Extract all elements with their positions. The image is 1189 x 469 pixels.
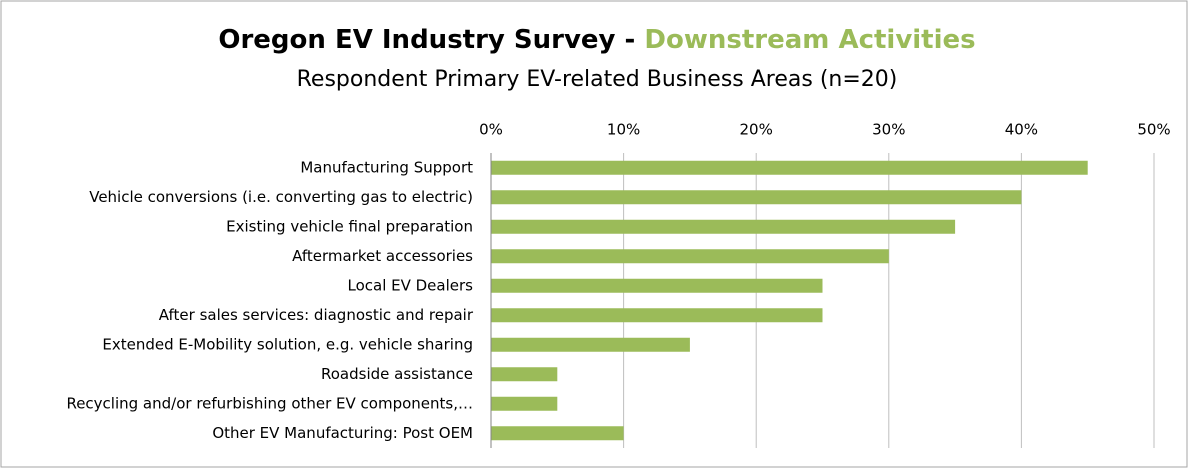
- y-tick-label: Existing vehicle final preparation: [226, 217, 473, 235]
- bar: [491, 396, 558, 411]
- bar: [491, 190, 1022, 205]
- bar: [491, 160, 1088, 175]
- y-tick-label: Manufacturing Support: [300, 158, 473, 176]
- bar: [491, 278, 823, 293]
- title-main: Oregon EV Industry Survey -: [218, 25, 635, 55]
- y-tick-label: Local EV Dealers: [347, 276, 473, 294]
- y-tick-label: Aftermarket accessories: [292, 247, 473, 265]
- bar: [491, 249, 889, 264]
- x-tick-label: 10%: [607, 121, 640, 139]
- y-tick-label: Recycling and/or refurbishing other EV c…: [66, 394, 473, 412]
- y-tick-label: Extended E-Mobility solution, e.g. vehic…: [102, 335, 473, 353]
- bar: [491, 308, 823, 323]
- chart-title: Oregon EV Industry Survey - Downstream A…: [218, 25, 975, 55]
- chart-subtitle: Respondent Primary EV-related Business A…: [297, 67, 898, 92]
- title-highlight: Downstream Activities: [644, 25, 975, 55]
- x-tick-label: 20%: [740, 121, 773, 139]
- x-tick-label: 30%: [872, 121, 905, 139]
- bar: [491, 426, 624, 441]
- bar: [491, 219, 956, 234]
- bar: [491, 337, 690, 352]
- x-tick-label: 40%: [1005, 121, 1038, 139]
- bar: [491, 367, 558, 382]
- y-tick-label: After sales services: diagnostic and rep…: [159, 306, 474, 324]
- x-tick-label: 50%: [1137, 121, 1170, 139]
- y-tick-label: Other EV Manufacturing: Post OEM: [212, 424, 473, 442]
- y-tick-label: Roadside assistance: [321, 365, 473, 383]
- y-tick-label: Vehicle conversions (i.e. converting gas…: [89, 188, 473, 206]
- x-tick-label: 0%: [479, 121, 503, 139]
